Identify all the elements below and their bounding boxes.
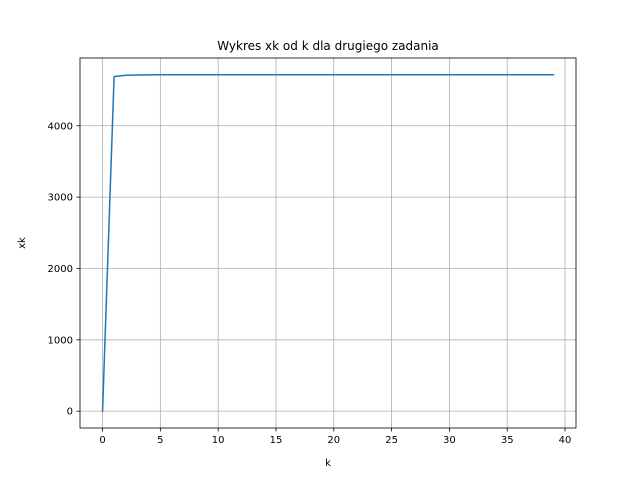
chart-title: Wykres xk od k dla drugiego zadania <box>217 39 439 53</box>
y-axis-label: xk <box>17 237 28 249</box>
plot-frame <box>79 57 577 429</box>
series-line <box>101 74 555 412</box>
y-tick-label: 1000 <box>48 335 73 346</box>
grid <box>80 58 576 428</box>
x-tick-label: 0 <box>99 435 105 446</box>
x-tick-label: 40 <box>559 435 572 446</box>
x-tick-label: 10 <box>212 435 225 446</box>
y-tick-label: 4000 <box>48 121 73 132</box>
x-tick-label: 30 <box>443 435 456 446</box>
x-tick-label: 5 <box>157 435 163 446</box>
x-tick-label: 20 <box>327 435 340 446</box>
x-axis: 0 5 10 15 20 25 30 35 40 <box>99 428 571 446</box>
series-layer <box>101 74 555 412</box>
y-tick-label: 2000 <box>48 264 73 275</box>
y-tick-label: 0 <box>67 407 73 418</box>
y-axis: 0 1000 2000 3000 4000 <box>48 121 80 418</box>
x-axis-label: k <box>325 458 331 469</box>
y-tick-label: 3000 <box>48 193 73 204</box>
x-tick-label: 15 <box>270 435 283 446</box>
x-tick-label: 35 <box>501 435 514 446</box>
x-tick-label: 25 <box>385 435 398 446</box>
